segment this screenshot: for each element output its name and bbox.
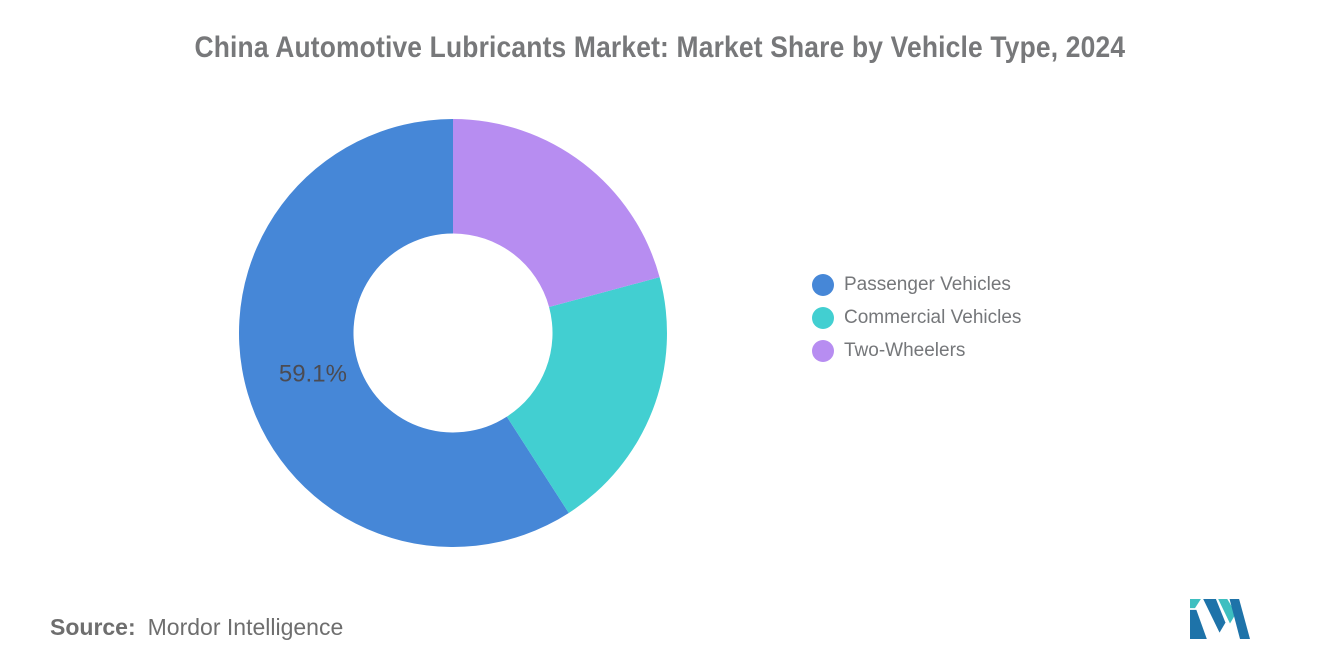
chart-title: China Automotive Lubricants Market: Mark… [0, 31, 1320, 65]
source-note: Source: Mordor Intelligence [50, 614, 343, 641]
legend-item-passenger-vehicles[interactable]: Passenger Vehicles [812, 274, 1021, 296]
slice-passenger-vehicles[interactable] [238, 119, 569, 547]
source-value: Mordor Intelligence [147, 614, 344, 640]
logo-blue-mid-stroke [1203, 599, 1226, 633]
chart-title-text: China Automotive Lubricants Market: Mark… [194, 31, 1126, 64]
slice-two-wheelers[interactable] [453, 119, 660, 308]
donut-chart[interactable]: 59.1% [238, 118, 668, 548]
legend-label: Two-Wheelers [844, 340, 966, 361]
logo-teal-stroke [1218, 599, 1236, 624]
chart-legend: Passenger Vehicles Commercial Vehicles T… [812, 274, 1021, 373]
legend-label: Commercial Vehicles [844, 307, 1022, 328]
slice-commercial-vehicles[interactable] [506, 277, 667, 513]
source-label: Source: [50, 614, 136, 640]
legend-label: Passenger Vehicles [844, 274, 1011, 295]
logo-blue-right-leg [1229, 599, 1250, 639]
slice-data-label: 59.1% [279, 361, 347, 388]
legend-item-two-wheelers[interactable]: Two-Wheelers [812, 340, 1021, 362]
legend-swatch-icon [812, 274, 834, 296]
legend-swatch-icon [812, 307, 834, 329]
legend-item-commercial-vehicles[interactable]: Commercial Vehicles [812, 307, 1021, 329]
mordor-intelligence-logo [1190, 599, 1250, 639]
legend-swatch-icon [812, 340, 834, 362]
logo-teal-cap [1190, 599, 1201, 609]
logo-blue-left-leg [1190, 609, 1207, 639]
